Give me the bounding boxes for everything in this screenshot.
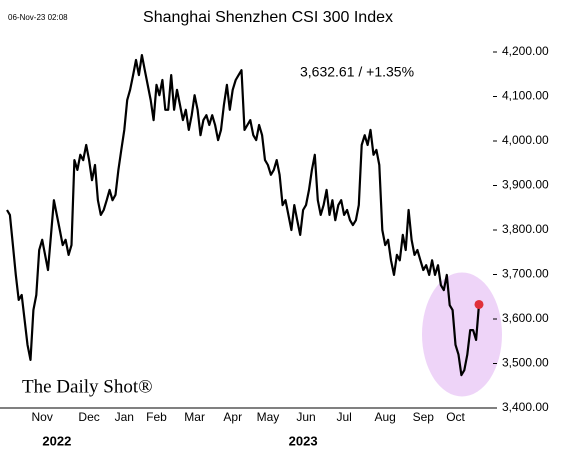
y-tick-label: 3,600.00 xyxy=(502,311,549,325)
x-tick-label: Jul xyxy=(336,410,351,424)
y-tick-label: 4,200.00 xyxy=(502,44,549,58)
year-label: 2023 xyxy=(289,433,318,448)
y-tick-label: 3,400.00 xyxy=(502,400,549,414)
y-tick-label: 4,000.00 xyxy=(502,133,549,147)
source-logo: The Daily Shot® xyxy=(22,376,153,397)
last-point xyxy=(474,299,484,309)
x-tick-label: Oct xyxy=(446,410,465,424)
x-tick-label: Aug xyxy=(375,410,396,424)
y-tick-label: 3,700.00 xyxy=(502,267,549,281)
highlight xyxy=(422,272,502,397)
x-tick-label: May xyxy=(257,410,280,424)
y-tick-label: 3,900.00 xyxy=(502,178,549,192)
x-tick-label: Feb xyxy=(146,410,167,424)
y-tick-label: 3,800.00 xyxy=(502,222,549,236)
year-label: 2022 xyxy=(42,433,71,448)
x-tick-label: Nov xyxy=(32,410,53,424)
line xyxy=(6,54,481,377)
x-tick-label: Sep xyxy=(413,410,435,424)
x-tick-label: Apr xyxy=(223,410,242,424)
x-tick-label: Jun xyxy=(296,410,315,424)
y-tick-label: 4,100.00 xyxy=(502,89,549,103)
chart-title: Shanghai Shenzhen CSI 300 Index xyxy=(143,9,393,26)
x-tick-label: Jan xyxy=(115,410,134,424)
y-tick-label: 3,500.00 xyxy=(502,356,549,370)
annotation: 3,632.61 / +1.35% xyxy=(300,64,414,80)
x-tick-label: Dec xyxy=(78,410,99,424)
timestamp: 06-Nov-23 02:08 xyxy=(8,13,68,22)
x-tick-label: Mar xyxy=(184,410,205,424)
